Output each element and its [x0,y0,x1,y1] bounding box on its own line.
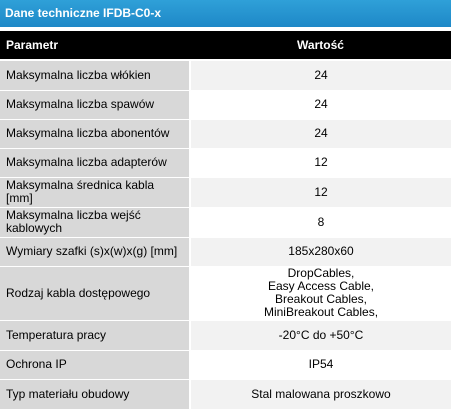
column-header-value: Wartość [190,31,451,61]
row-value: -20°C do +50°C [190,319,451,351]
row-label: Rodzaj kabla dostępowego [0,265,191,321]
table-row: Maksymalna liczba wejść kablowych 8 [0,206,451,238]
table-row: Typ materiału obudowy Stal malowana pros… [0,378,451,410]
cable-type-item: Easy Access Cable, [267,279,375,293]
row-value: 12 [190,147,451,178]
row-label: Maksymalna średnica kabla [mm] [0,176,191,208]
row-value: 12 [190,176,451,208]
row-label: Ochrona IP [0,349,191,380]
table-row: Maksymalna liczba spawów 24 [0,89,451,120]
row-label: Maksymalna liczba spawów [0,89,191,120]
cable-type-item: MiniBreakout Cables, [263,305,379,319]
row-value-list: DropCables, Easy Access Cable, Breakout … [190,265,451,321]
row-value: 24 [190,89,451,120]
table-row: Temperatura pracy -20°C do +50°C [0,319,451,351]
row-value: Stal malowana proszkowo [190,378,451,410]
row-label: Maksymalna liczba abonentów [0,118,191,149]
row-label: Maksymalna liczba włókien [0,59,191,91]
row-label: Wymiary szafki (s)x(w)x(g) [mm] [0,236,191,267]
spec-table: Parametr Wartość Maksymalna liczba włóki… [0,31,451,410]
page-title: Dane techniczne IFDB-C0-x [0,0,451,27]
row-value: 24 [190,59,451,91]
row-label: Maksymalna liczba wejść kablowych [0,206,191,238]
table-header-row: Parametr Wartość [0,31,451,61]
row-value: 24 [190,118,451,149]
table-row: Ochrona IP IP54 [0,349,451,380]
table-row: Maksymalna liczba abonentów 24 [0,118,451,149]
row-label: Temperatura pracy [0,319,191,351]
table-row: Wymiary szafki (s)x(w)x(g) [mm] 185x280x… [0,236,451,267]
table-row: Maksymalna liczba adapterów 12 [0,147,451,178]
row-value: IP54 [190,349,451,380]
row-label: Maksymalna liczba adapterów [0,147,191,178]
row-label: Typ materiału obudowy [0,378,191,410]
cable-type-item: Breakout Cables, [274,292,368,306]
column-header-parameter: Parametr [0,31,190,61]
cable-type-item: DropCables, [287,266,355,280]
row-value: 8 [190,206,451,238]
row-value: 185x280x60 [190,236,451,267]
table-row: Maksymalna średnica kabla [mm] 12 [0,176,451,208]
table-row: Maksymalna liczba włókien 24 [0,59,451,91]
table-row: Rodzaj kabla dostępowego DropCables, Eas… [0,265,451,321]
